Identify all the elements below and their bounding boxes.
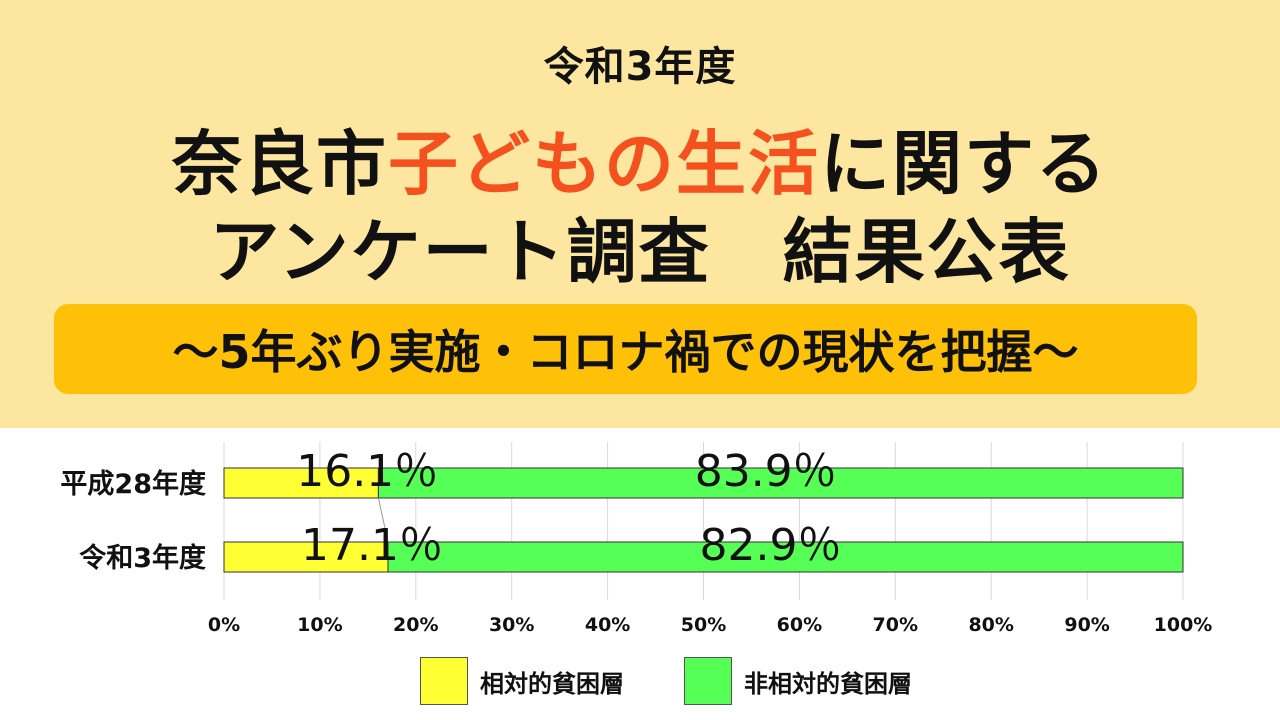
bar-0-0 — [223, 467, 379, 499]
title-line-2: アンケート調査 結果公表 — [209, 211, 1071, 293]
category-label-0: 平成28年度 — [60, 468, 206, 500]
data-label-1-0: 83.9％ — [695, 446, 837, 497]
data-label-0-1: 17.1％ — [301, 520, 443, 571]
legend-label-poverty: 相対的貧困層 — [480, 669, 624, 698]
x-tick-label-2: 20% — [393, 614, 438, 636]
title-part-rest: に関する — [820, 123, 1108, 205]
data-label-0-0: 16.1％ — [296, 446, 438, 497]
subtitle-text: ～5年ぶり実施・コロナ禍での現状を把握～ — [172, 325, 1079, 379]
x-tick-label-1: 10% — [297, 614, 342, 636]
x-tick-label-9: 90% — [1064, 614, 1109, 636]
category-label-1: 令和3年度 — [79, 542, 206, 574]
data-label-1-1: 82.9％ — [700, 520, 842, 571]
era-label: 令和3年度 — [543, 44, 737, 90]
series-line — [377, 497, 389, 543]
x-tick-label-10: 100% — [1154, 614, 1213, 636]
x-tick-label-5: 50% — [681, 614, 726, 636]
header-panel: 令和3年度 奈良市子どもの生活に関する アンケート調査 結果公表 ～5年ぶり実施… — [0, 0, 1280, 428]
x-tick-label-6: 60% — [777, 614, 822, 636]
x-tick-label-4: 40% — [585, 614, 630, 636]
title-part-city: 奈良市 — [172, 123, 388, 205]
subtitle-banner: ～5年ぶり実施・コロナ禍での現状を把握～ — [54, 304, 1197, 394]
legend-label-non-poverty: 非相対的貧困層 — [744, 669, 912, 698]
legend-item-poverty: 相対的貧困層 — [420, 657, 624, 705]
legend-swatch-poverty — [420, 657, 468, 705]
legend-swatch-non-poverty — [684, 657, 732, 705]
bar-1-1 — [387, 541, 1184, 573]
x-tick-label-3: 30% — [489, 614, 534, 636]
title-highlight: 子どもの生活 — [388, 123, 820, 205]
x-tick-label-7: 70% — [873, 614, 918, 636]
x-tick-label-0: 0% — [208, 614, 240, 636]
legend-item-non-poverty: 非相対的貧困層 — [684, 657, 912, 705]
x-tick-label-8: 80% — [968, 614, 1013, 636]
title-line-1: 奈良市子どもの生活に関する — [0, 108, 1280, 209]
bar-1-0 — [377, 467, 1184, 499]
